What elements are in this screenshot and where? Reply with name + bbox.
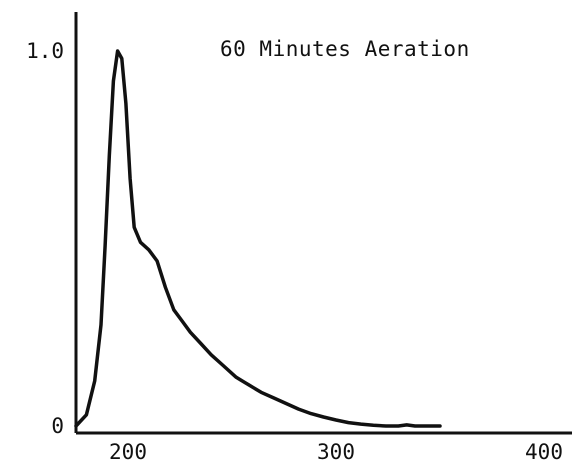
y-tick-label: 1.0 <box>26 39 64 63</box>
chart-title: 60 Minutes Aeration <box>220 37 470 61</box>
series-line <box>74 49 442 428</box>
x-tick-label: 300 <box>317 440 355 464</box>
series-layer <box>74 49 442 428</box>
y-tick-label: 0 <box>51 414 64 438</box>
x-tick-labels: 200 300 400 <box>109 440 563 464</box>
x-tick-label: 200 <box>109 440 147 464</box>
y-tick-labels: 01.0 <box>26 39 64 438</box>
x-tick-label: 400 <box>525 440 563 464</box>
